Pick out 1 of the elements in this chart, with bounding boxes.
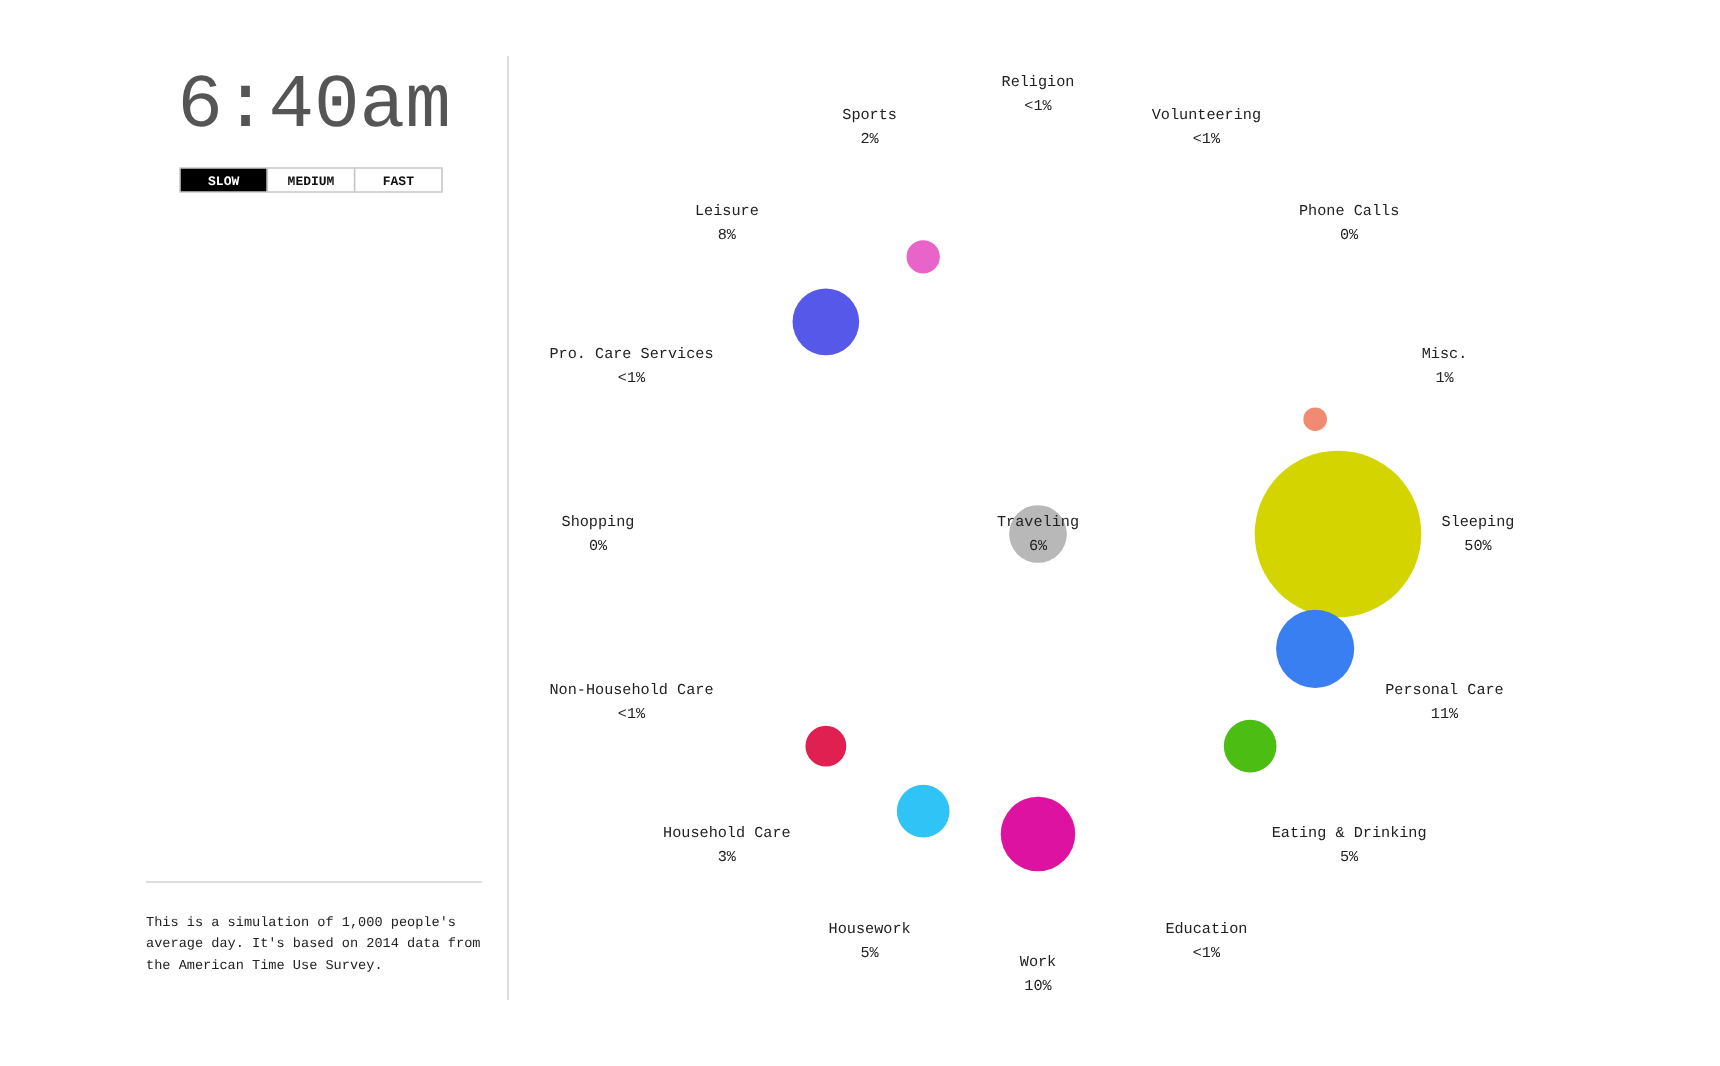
text: 6:40am: [177, 64, 451, 150]
